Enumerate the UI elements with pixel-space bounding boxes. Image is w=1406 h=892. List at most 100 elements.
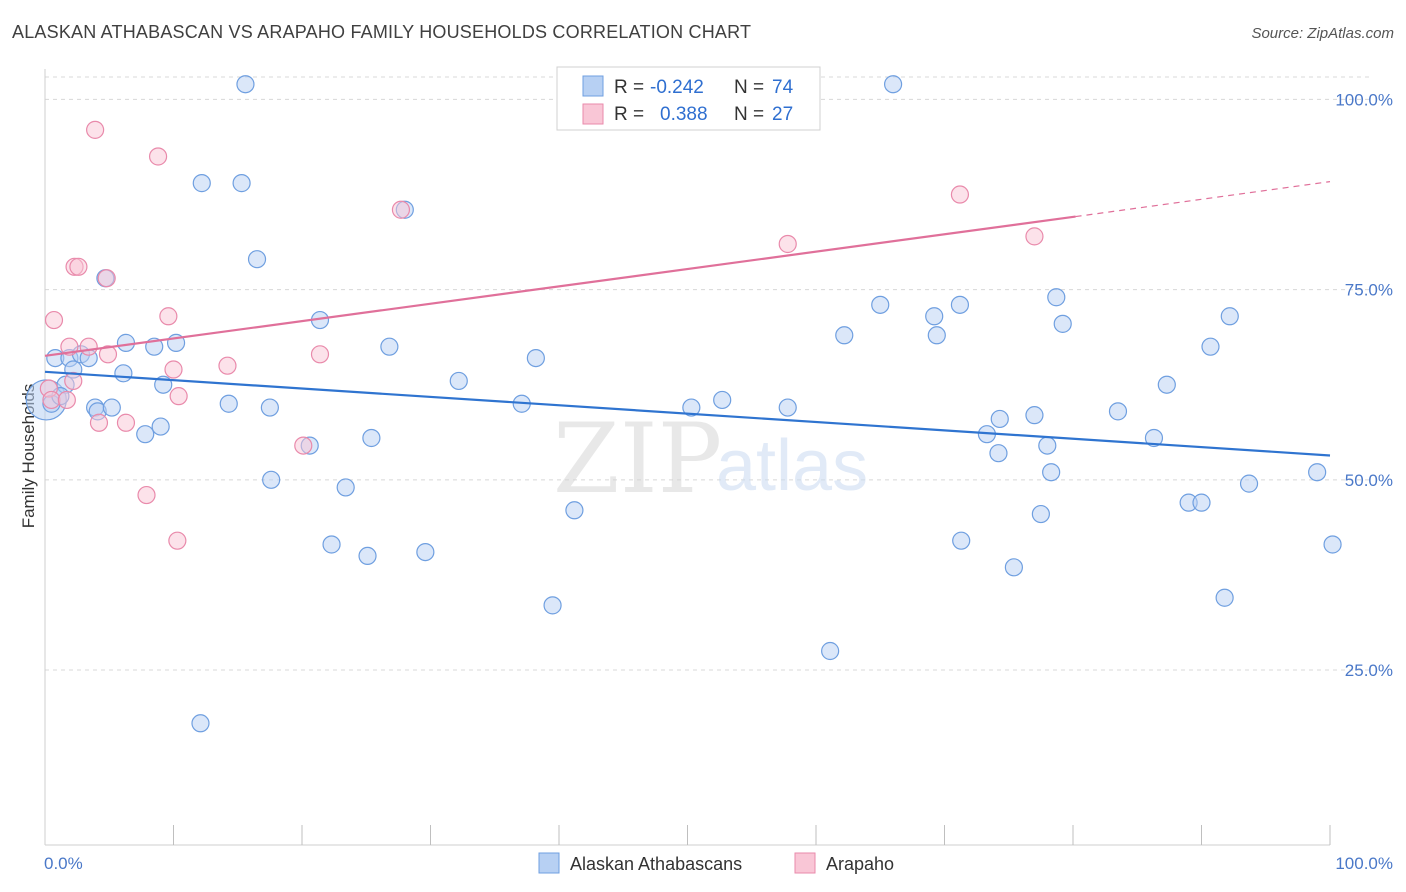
data-point <box>1220 307 1239 326</box>
data-point <box>192 174 211 193</box>
data-point <box>1308 463 1327 482</box>
legend-pink-r-label: R = <box>614 104 644 125</box>
legend-blue-r-label: R = <box>614 77 644 98</box>
data-point <box>116 333 136 352</box>
data-point <box>1215 588 1234 607</box>
legend-pink-n-label: N = <box>734 104 764 125</box>
x-tick-label-min: 0.0% <box>44 854 83 873</box>
legend-pink-swatch <box>582 103 604 125</box>
data-point <box>925 307 944 326</box>
series-alaskan-athabascans <box>25 75 1342 733</box>
correlation-legend: R = -0.242 N = 74 R = 0.388 N = 27 <box>556 66 821 131</box>
data-point <box>1053 314 1072 333</box>
data-point <box>262 470 281 489</box>
x-axis-labels: 0.0% 100.0% <box>44 854 1393 873</box>
data-point <box>362 428 381 448</box>
x-tick-label-max: 100.0% <box>1335 854 1393 873</box>
trend-lines <box>44 181 1331 457</box>
data-point <box>1031 504 1050 524</box>
y-tick-label: 75.0% <box>1345 281 1393 300</box>
data-point <box>64 371 83 391</box>
data-point <box>1047 288 1066 307</box>
data-point <box>565 501 584 520</box>
data-point <box>871 295 890 314</box>
chart-title: ALASKAN ATHABASCAN VS ARAPAHO FAMILY HOU… <box>12 22 752 42</box>
data-point <box>310 345 330 364</box>
data-point <box>778 398 797 417</box>
data-point <box>336 478 355 497</box>
data-point <box>950 295 970 314</box>
series-legend: Alaskan Athabascans Arapaho <box>538 852 894 874</box>
data-point <box>1038 436 1057 455</box>
data-point <box>219 394 238 413</box>
legend-arapaho-swatch[interactable] <box>794 852 816 874</box>
data-point <box>247 250 267 269</box>
data-point <box>69 257 88 276</box>
data-point <box>1192 493 1211 512</box>
data-point <box>1323 535 1342 554</box>
data-point <box>42 390 61 410</box>
data-point <box>168 531 187 550</box>
watermark-zip: ZIP <box>553 403 722 515</box>
data-point <box>1201 337 1220 356</box>
data-point <box>989 444 1008 463</box>
data-point <box>821 641 840 661</box>
data-point <box>927 326 946 345</box>
data-point <box>218 356 237 375</box>
data-point <box>835 326 854 345</box>
data-point <box>358 546 377 566</box>
data-point <box>682 398 701 417</box>
watermark: ZIP atlas <box>553 403 868 515</box>
data-point <box>1025 406 1044 425</box>
data-point <box>44 310 64 330</box>
gridlines <box>45 76 1370 671</box>
data-point <box>778 234 797 254</box>
data-point <box>322 535 341 554</box>
legend-alaskan-athabascans-swatch[interactable] <box>538 852 560 874</box>
trend-line-blue <box>44 370 1331 457</box>
data-point <box>380 337 399 356</box>
data-point <box>79 337 98 356</box>
data-point <box>990 409 1009 429</box>
legend-alaskan-athabascans-label[interactable]: Alaskan Athabascans <box>570 854 742 874</box>
data-point <box>543 596 562 615</box>
source-label: Source: ZipAtlas.com <box>1251 25 1394 42</box>
data-point <box>159 307 178 326</box>
data-point <box>151 417 170 436</box>
data-point <box>526 348 545 368</box>
data-point <box>1157 375 1176 394</box>
data-point <box>236 75 255 94</box>
data-point <box>164 360 183 379</box>
trend-extension-pink <box>1075 181 1331 218</box>
legend-blue-n-value: 74 <box>772 77 794 98</box>
y-tick-label: 100.0% <box>1335 90 1393 109</box>
data-point <box>137 485 156 505</box>
legend-blue-swatch <box>582 75 604 97</box>
legend-pink-r-value: 0.388 <box>660 104 708 125</box>
data-point <box>952 531 971 550</box>
legend-blue-r-value: -0.242 <box>650 77 704 98</box>
legend-arapaho-label[interactable]: Arapaho <box>826 854 894 874</box>
data-point <box>116 413 136 432</box>
data-point <box>97 269 116 288</box>
data-point <box>1042 463 1061 482</box>
data-point <box>449 371 468 391</box>
data-point <box>391 200 411 219</box>
data-point <box>294 436 313 455</box>
series-arapaho <box>39 120 1044 550</box>
y-axis-labels: 25.0% 50.0% 75.0% 100.0% <box>1335 90 1393 680</box>
data-point <box>114 364 133 383</box>
data-point <box>232 174 251 193</box>
data-point <box>98 345 118 364</box>
legend-blue-n-label: N = <box>734 77 764 98</box>
data-point <box>191 714 210 733</box>
data-point <box>1108 402 1128 421</box>
data-point <box>86 120 105 139</box>
data-point <box>89 413 109 432</box>
data-point <box>1025 227 1044 246</box>
axes <box>44 69 1331 846</box>
data-point <box>136 425 155 444</box>
data-point <box>883 75 903 94</box>
data-point <box>713 390 732 410</box>
